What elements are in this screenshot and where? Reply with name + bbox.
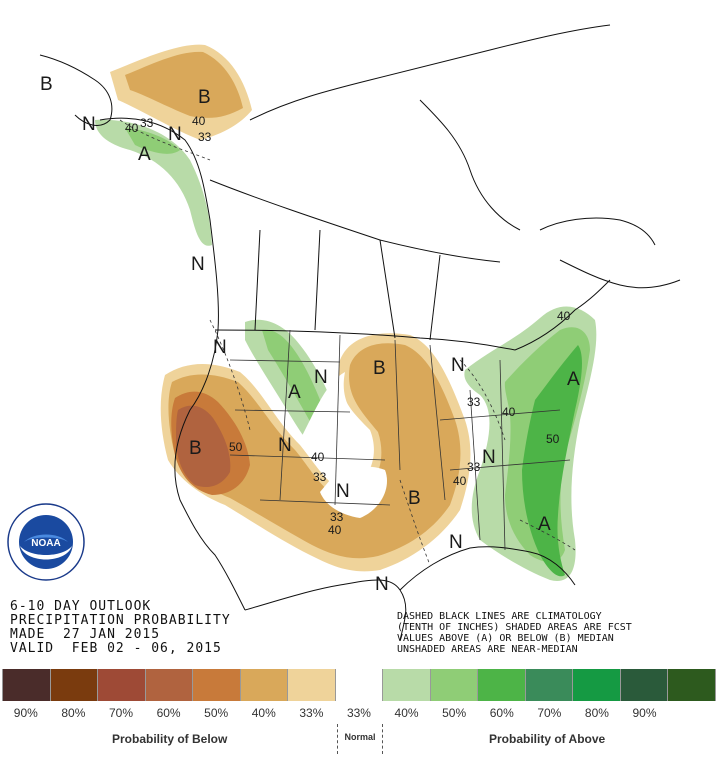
alaska-above-area (95, 119, 212, 246)
title-line-1: 6-10 DAY OUTLOOK (10, 599, 152, 614)
contour-label-33-mi: 33 (467, 395, 481, 409)
california-below-area-60 (176, 405, 231, 488)
eastern-above-area-50 (522, 345, 582, 577)
label-n-alaska-2: N (168, 124, 182, 145)
label-b-minnesota: B (373, 358, 386, 379)
legend-swatch (288, 669, 336, 701)
legend-caption-normal: Normal (337, 724, 383, 754)
label-n-gulf: N (449, 532, 463, 553)
contour-label-50-ca: 50 (229, 440, 243, 454)
title-line-3: MADE 27 JAN 2015 (10, 627, 161, 642)
legend-swatch (145, 669, 194, 701)
contour-label-50-va: 50 (546, 432, 560, 446)
label-b-arkansas: B (408, 488, 421, 509)
legend-swatch-label: 33% (299, 706, 324, 720)
label-n-bc: N (191, 254, 205, 275)
label-n-dakota: N (314, 367, 328, 388)
legend-swatch (193, 669, 241, 701)
legend-swatch (50, 669, 99, 701)
legend-swatch (620, 669, 669, 701)
label-n-great-lakes: N (451, 355, 465, 376)
legend-swatch-label: 80% (61, 706, 86, 720)
label-n-texas-coast: N (375, 574, 389, 595)
contour-label-33-co: 33 (313, 470, 327, 484)
precipitation-outlook-map: B B N A N N N A N B B N N B N N A A N N … (39, 24, 681, 641)
legend-swatch (335, 669, 384, 701)
noaa-logo-text: NOAA (31, 538, 60, 549)
basemap-lines (39, 24, 681, 641)
central-below-area-40 (168, 343, 461, 559)
legend-swatch (430, 669, 479, 701)
note-line-2: (TENTH OF INCHES) SHADED AREAS ARE FCST (397, 622, 632, 633)
legend-swatch (573, 669, 621, 701)
legend-swatch (2, 669, 51, 701)
legend-swatch-label: 60% (156, 706, 181, 720)
legend-caption-below: Probability of Below (112, 732, 228, 746)
legend-swatch-label: 33% (346, 706, 371, 720)
contour-label-40-ar: 40 (453, 474, 467, 488)
title-line-4: VALID FEB 02 - 06, 2015 (10, 641, 222, 656)
legend-swatch-label: 40% (394, 706, 419, 720)
label-a-alaska: A (138, 144, 151, 165)
label-n-ohio: N (482, 447, 496, 468)
note-line-3: VALUES ABOVE (A) OR BELOW (B) MEDIAN (397, 633, 614, 644)
label-n-great-basin: N (278, 435, 292, 456)
climatology-dashed-lines (119, 119, 576, 566)
note-line-1: DASHED BLACK LINES ARE CLIMATOLOGY (397, 611, 602, 622)
legend-swatch-label: 90% (632, 706, 657, 720)
probability-legend-labels: 90% 80% 70% 60% 50% 40% 33% 33% 40% 50% 60% 70% 80% 9… (2, 706, 716, 720)
legend-swatch (383, 669, 431, 701)
label-a-southeast: A (538, 514, 551, 535)
contour-label-33-tx: 33 (330, 510, 344, 524)
contour-label-40-co: 40 (311, 450, 325, 464)
legend-caption-above: Probability of Above (489, 732, 606, 746)
legend-swatch (525, 669, 574, 701)
legend-swatch-label: 50% (204, 706, 229, 720)
legend-swatch (668, 669, 716, 701)
alaska-above-area-50 (125, 128, 180, 154)
legend-swatch-label: 40% (251, 706, 276, 720)
legend-swatch-label: 90% (13, 706, 38, 720)
legend-swatch-label (668, 706, 716, 720)
legend-swatch-label: 70% (537, 706, 562, 720)
alaska-below-area-40 (125, 51, 243, 118)
contour-label-40-oh: 40 (502, 405, 516, 419)
label-n-pacnw: N (213, 337, 227, 358)
contour-label-40-tx: 40 (328, 523, 342, 537)
state-lines (229, 329, 571, 551)
contour-label-40-ak-west: 40 (125, 121, 139, 135)
noaa-logo: NOAA (7, 503, 85, 581)
climatology-note-block: DASHED BLACK LINES ARE CLIMATOLOGY (TENT… (397, 611, 717, 655)
label-a-rockies: A (288, 382, 301, 403)
probability-legend-bar (2, 669, 716, 701)
label-b-california: B (189, 438, 202, 459)
contour-label-40-ne: 40 (557, 309, 571, 323)
legend-swatch (98, 669, 146, 701)
legend-swatch (478, 669, 526, 701)
label-a-northeast: A (567, 369, 580, 390)
label-b-alaska-north: B (198, 87, 211, 108)
legend-swatch-label: 80% (584, 706, 609, 720)
legend-swatch-label: 50% (442, 706, 467, 720)
contour-label-33-ar: 33 (467, 460, 481, 474)
title-line-2: PRECIPITATION PROBABILITY (10, 613, 231, 628)
legend-swatch-label: 70% (108, 706, 133, 720)
label-n-southern-plains: N (336, 481, 350, 502)
contour-label-40-ak: 40 (192, 114, 206, 128)
outlook-title-block: 6-10 DAY OUTLOOK PRECIPITATION PROBABILI… (10, 600, 310, 656)
label-n-alaska: N (82, 114, 96, 135)
legend-swatch (240, 669, 289, 701)
contour-label-33-ak-2: 33 (140, 116, 154, 130)
texas-normal-area (320, 466, 388, 518)
contour-label-33-ak: 33 (198, 130, 212, 144)
legend-swatch-label: 60% (489, 706, 514, 720)
interior-normal-area (300, 372, 370, 484)
label-b-alaska-west: B (40, 74, 53, 95)
note-line-4: UNSHADED AREAS ARE NEAR-MEDIAN (397, 644, 578, 655)
